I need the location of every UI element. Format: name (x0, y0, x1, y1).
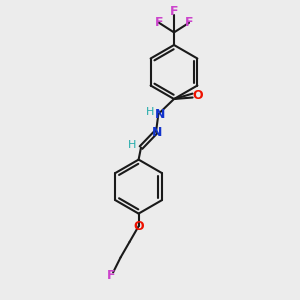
Text: O: O (133, 220, 144, 233)
Text: N: N (154, 107, 165, 121)
Text: F: F (154, 16, 163, 29)
Text: O: O (192, 89, 203, 102)
Text: F: F (170, 5, 178, 18)
Text: F: F (107, 269, 115, 282)
Text: N: N (152, 125, 162, 139)
Text: H: H (128, 140, 136, 150)
Text: F: F (185, 16, 194, 29)
Text: H: H (146, 106, 154, 117)
